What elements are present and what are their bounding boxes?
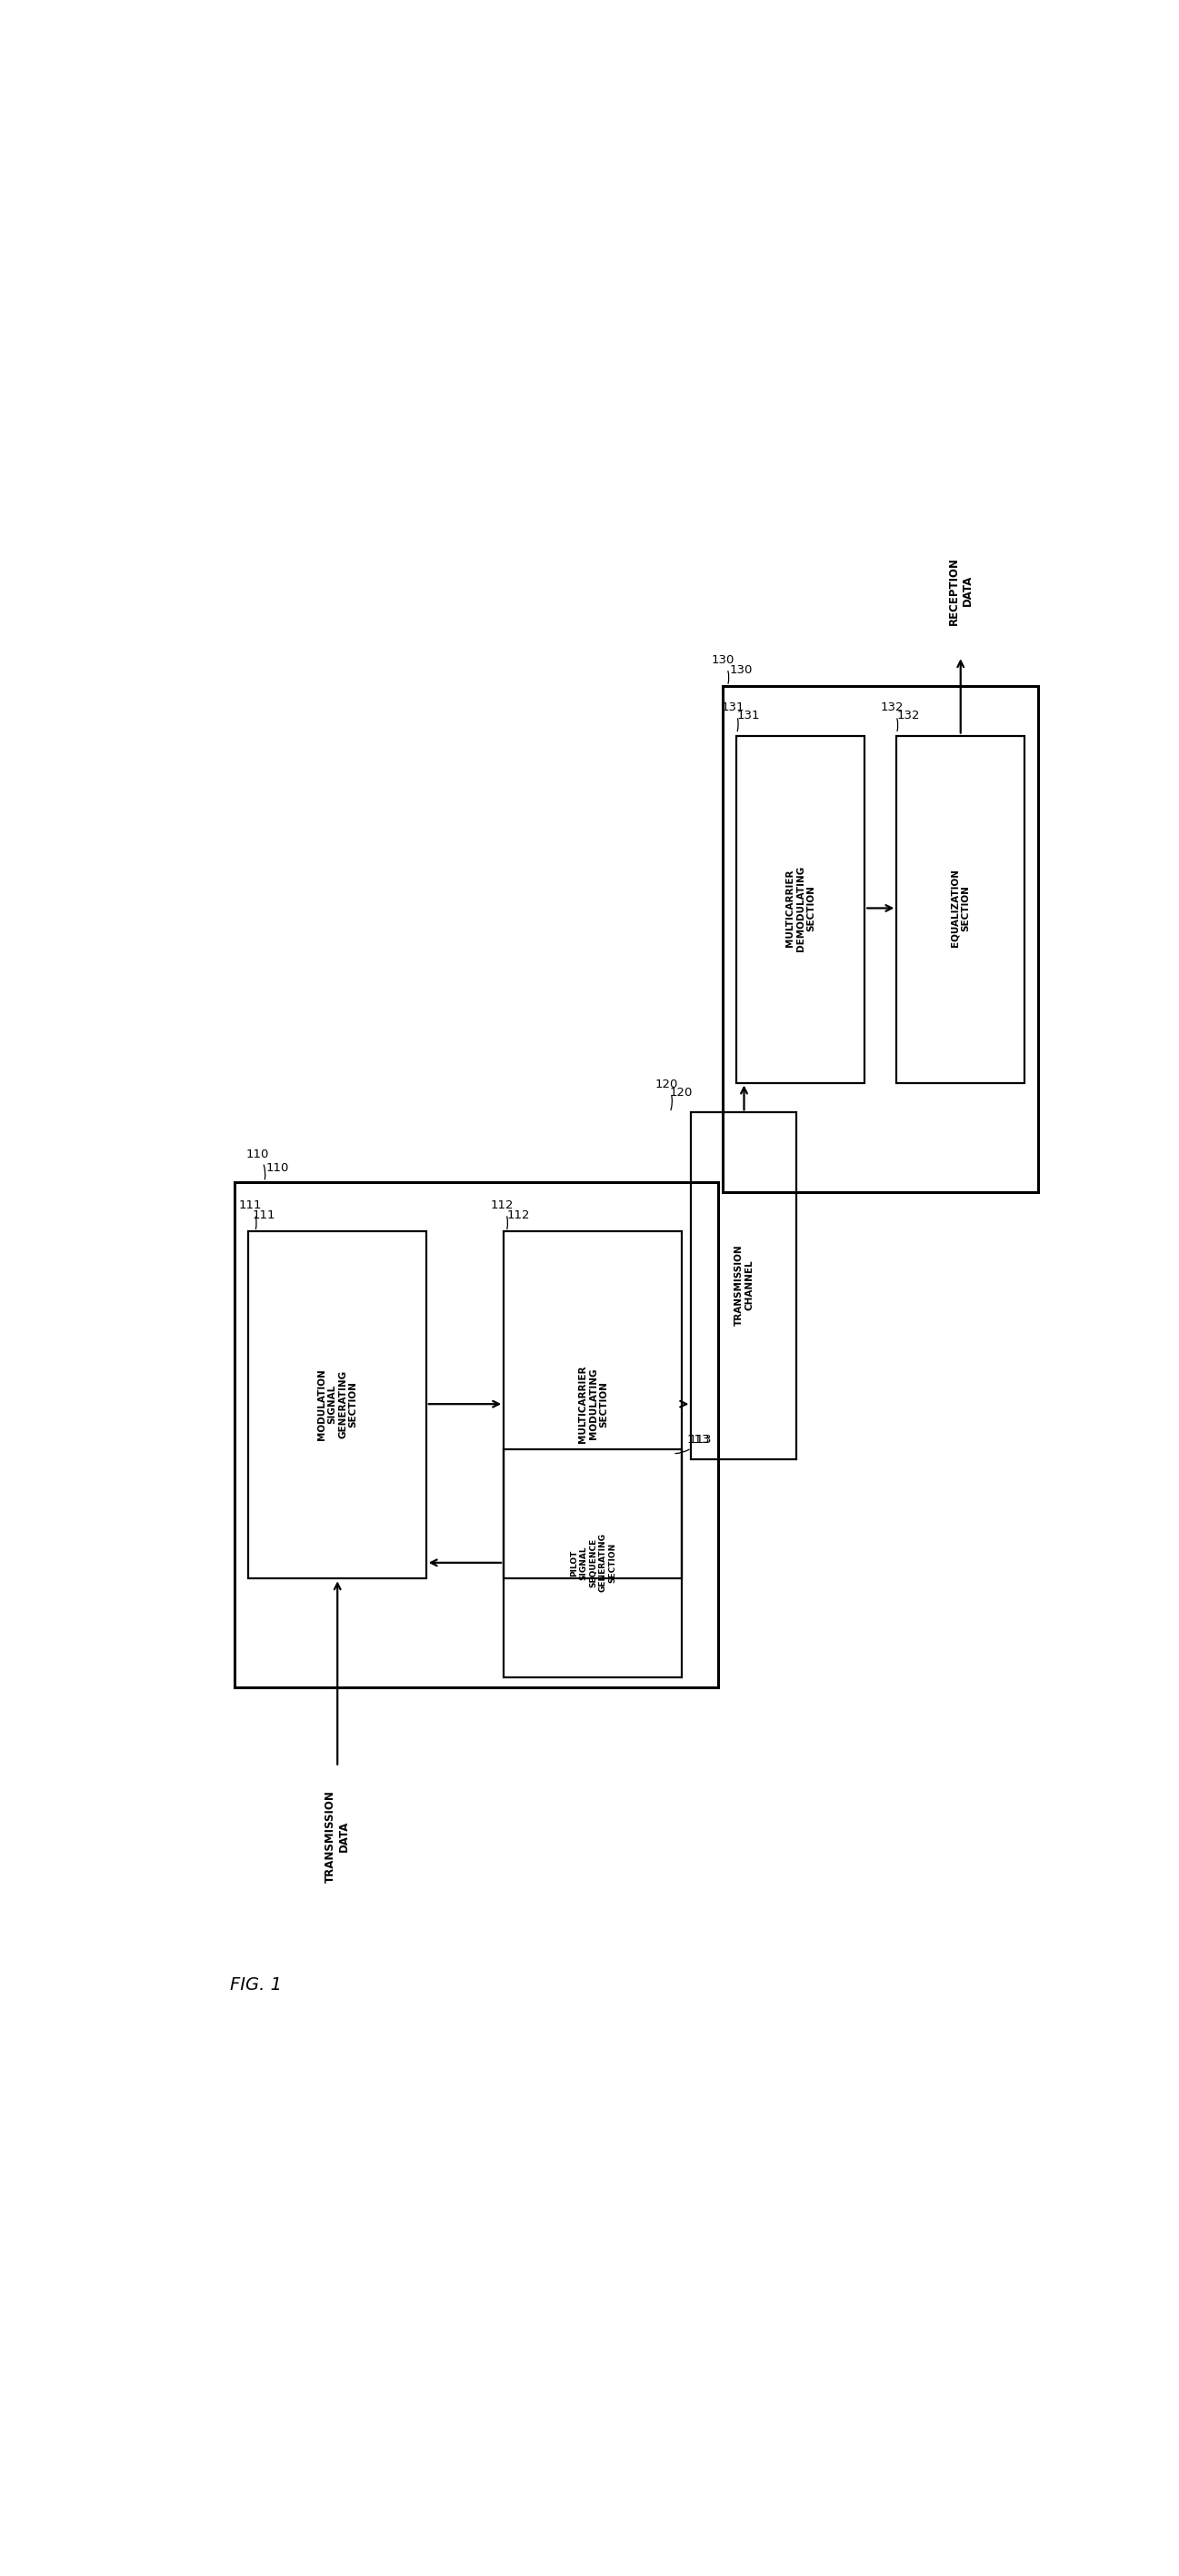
Text: 120: 120 (670, 1087, 692, 1097)
Bar (248, 1231, 426, 1579)
Bar (235, 1182, 718, 1687)
Text: MODULATION
SIGNAL
GENERATING
SECTION: MODULATION SIGNAL GENERATING SECTION (317, 1368, 357, 1440)
Text: 130: 130 (730, 665, 752, 675)
Text: 112: 112 (507, 1211, 529, 1221)
Text: 111: 111 (238, 1200, 262, 1229)
Text: 110: 110 (246, 1149, 269, 1180)
Text: 132: 132 (881, 701, 903, 732)
Text: 113: 113 (686, 1435, 710, 1445)
Text: 112: 112 (490, 1200, 513, 1229)
Text: PILOT
SIGNAL
SEQUENCE
GENERATING
SECTION: PILOT SIGNAL SEQUENCE GENERATING SECTION (571, 1533, 617, 1592)
Text: EQUALIZATION
SECTION: EQUALIZATION SECTION (950, 868, 970, 948)
Text: FIG. 1: FIG. 1 (230, 1976, 282, 1994)
Text: TRANSMISSION
CHANNEL: TRANSMISSION CHANNEL (735, 1244, 753, 1327)
Text: 130: 130 (711, 654, 735, 683)
Bar (737, 737, 864, 1082)
Bar (723, 685, 1039, 1193)
Text: RECEPTION
DATA: RECEPTION DATA (948, 556, 974, 626)
Text: 131: 131 (722, 701, 744, 732)
Bar (691, 1113, 796, 1461)
Text: 120: 120 (656, 1079, 678, 1110)
Bar (503, 1450, 681, 1677)
Text: 113: 113 (676, 1435, 711, 1453)
Text: 111: 111 (252, 1211, 276, 1221)
Text: MULTICARRIER
MODULATING
SECTION: MULTICARRIER MODULATING SECTION (578, 1365, 608, 1443)
Text: 132: 132 (896, 711, 920, 721)
Text: MULTICARRIER
DEMODULATING
SECTION: MULTICARRIER DEMODULATING SECTION (785, 866, 816, 951)
Bar (503, 1231, 681, 1579)
Text: TRANSMISSION
DATA: TRANSMISSION DATA (324, 1790, 350, 1883)
Text: 110: 110 (266, 1162, 289, 1175)
Text: 131: 131 (737, 711, 760, 721)
Bar (896, 737, 1025, 1082)
